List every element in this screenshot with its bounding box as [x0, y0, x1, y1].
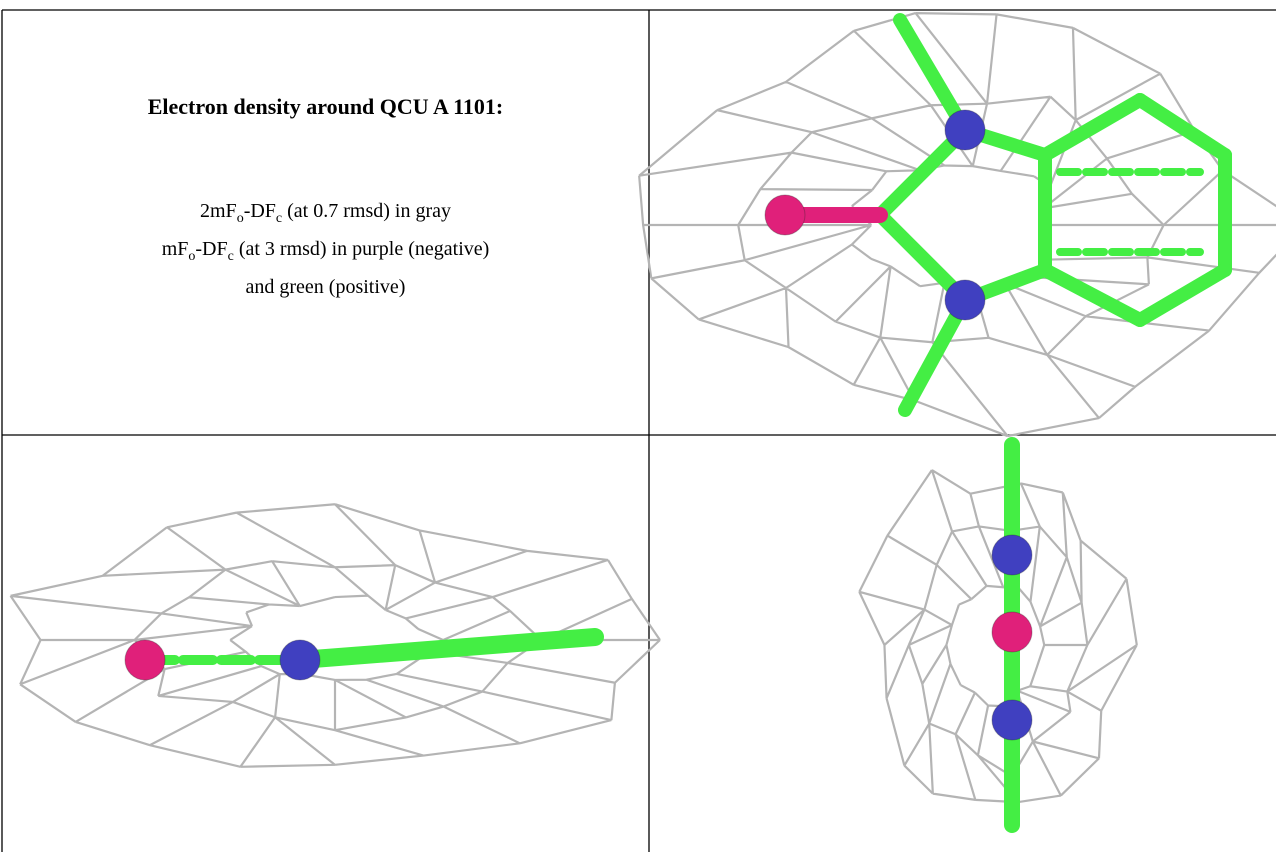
caption-text: mF [161, 238, 189, 260]
bond [898, 293, 972, 417]
atom [279, 639, 321, 681]
bond [873, 208, 972, 307]
caption-line: 2mFo-DFc (at 0.7 rmsd) in gray [2, 196, 649, 234]
bond [873, 123, 972, 222]
bond [1133, 263, 1232, 327]
bond [291, 628, 604, 669]
atom [764, 194, 806, 236]
bond [1038, 263, 1147, 327]
caption-text: 2mF [200, 200, 237, 222]
density-meshes [9, 12, 1276, 804]
atom [944, 279, 986, 321]
caption-text: -DF [243, 200, 276, 222]
density-mesh [638, 12, 1276, 438]
caption-title: Electron density around QCU A 1101: [147, 94, 504, 119]
caption-text: and green (positive) [245, 276, 406, 298]
bond [893, 13, 972, 137]
atom [944, 109, 986, 151]
caption-text: (at 0.7 rmsd) in gray [282, 200, 451, 222]
caption-text: -DF [195, 238, 228, 260]
subscript: o [236, 211, 244, 226]
caption-lines: 2mFo-DFc (at 0.7 rmsd) in gray mFo-DFc (a… [2, 196, 649, 303]
atom [991, 699, 1033, 741]
subscript: c [275, 211, 283, 226]
caption-line: mFo-DFc (at 3 rmsd) in purple (negative) [2, 234, 649, 272]
table-grid [1, 9, 1276, 852]
subscript: c [227, 249, 234, 264]
caption-text: (at 3 rmsd) in purple (negative) [233, 238, 490, 260]
subscript: o [188, 249, 196, 264]
bond [1133, 93, 1232, 162]
bond [1038, 93, 1147, 162]
atom [991, 534, 1033, 576]
atom [124, 639, 166, 681]
caption-cell: Electron density around QCU A 1101: 2mFo… [2, 10, 649, 435]
molecules [124, 13, 1232, 833]
density-mesh [858, 469, 1138, 804]
caption-line: and green (positive) [2, 272, 649, 303]
atom [991, 611, 1033, 653]
